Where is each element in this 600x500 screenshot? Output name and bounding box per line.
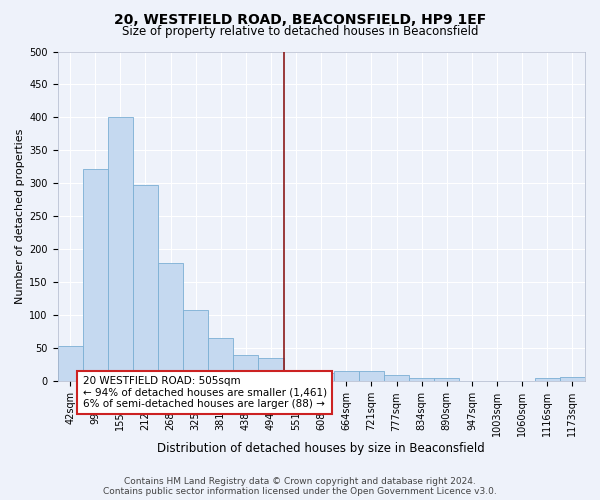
Text: Size of property relative to detached houses in Beaconsfield: Size of property relative to detached ho…: [122, 25, 478, 38]
Bar: [183, 310, 208, 382]
Bar: [83, 169, 108, 382]
Bar: [108, 118, 133, 382]
Bar: [560, 378, 585, 382]
Bar: [233, 355, 259, 382]
Text: Contains HM Land Registry data © Crown copyright and database right 2024.
Contai: Contains HM Land Registry data © Crown c…: [103, 476, 497, 496]
Y-axis label: Number of detached properties: Number of detached properties: [15, 128, 25, 304]
Bar: [359, 371, 384, 382]
Bar: [158, 264, 183, 382]
Bar: [58, 346, 83, 382]
Bar: [434, 378, 460, 382]
Text: 20, WESTFIELD ROAD, BEACONSFIELD, HP9 1EF: 20, WESTFIELD ROAD, BEACONSFIELD, HP9 1E…: [114, 12, 486, 26]
Bar: [259, 358, 284, 382]
Bar: [460, 380, 485, 382]
Bar: [535, 378, 560, 382]
Bar: [284, 374, 308, 382]
X-axis label: Distribution of detached houses by size in Beaconsfield: Distribution of detached houses by size …: [157, 442, 485, 455]
Bar: [133, 186, 158, 382]
Bar: [384, 376, 409, 382]
Bar: [208, 338, 233, 382]
Bar: [308, 374, 334, 382]
Bar: [334, 371, 359, 382]
Bar: [485, 380, 509, 382]
Bar: [409, 378, 434, 382]
Text: 20 WESTFIELD ROAD: 505sqm
← 94% of detached houses are smaller (1,461)
6% of sem: 20 WESTFIELD ROAD: 505sqm ← 94% of detac…: [83, 376, 327, 409]
